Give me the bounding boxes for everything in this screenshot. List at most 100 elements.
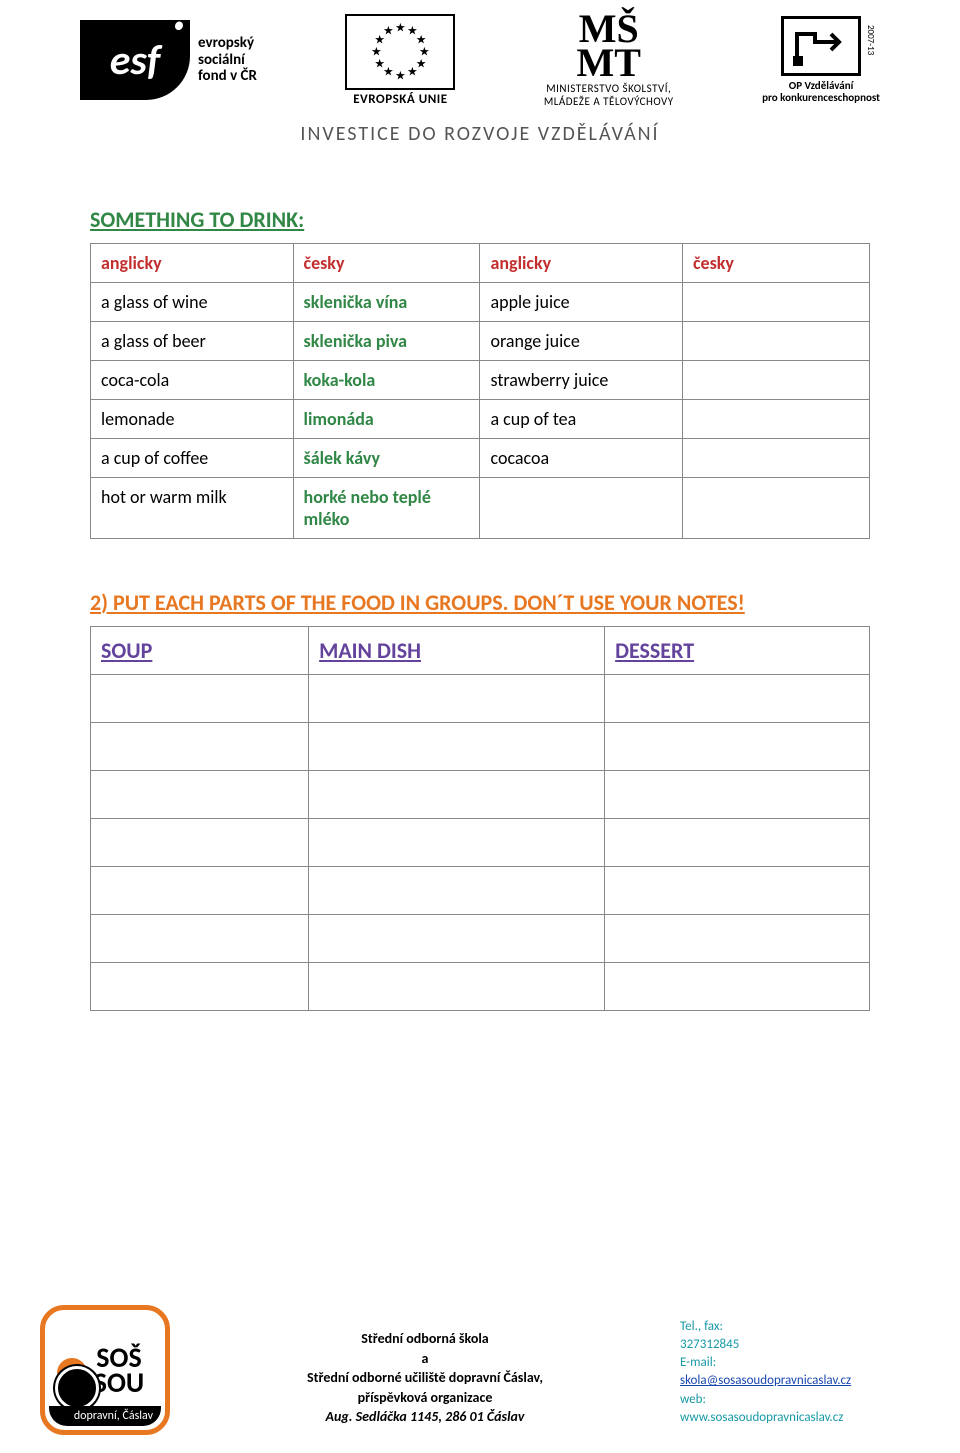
groups-cell xyxy=(605,963,870,1011)
groups-header: DESSERT xyxy=(605,627,870,675)
groups-cell xyxy=(605,675,870,723)
esf-logo-block: esf● evropský sociální fond v ČR xyxy=(80,20,257,100)
vocab-cell: horké nebo teplé mléko xyxy=(293,478,480,539)
groups-row xyxy=(91,963,870,1011)
footer-logo-bottom: SOU xyxy=(94,1365,144,1400)
footer-value: www.sosasoudopravnicaslav.cz xyxy=(680,1409,920,1427)
groups-cell xyxy=(605,723,870,771)
groups-row xyxy=(91,675,870,723)
vocab-cell xyxy=(683,322,870,361)
vocab-row: lemonadelimonádaa cup of tea xyxy=(91,400,870,439)
opvk-line2: pro konkurenceschopnost xyxy=(762,91,880,104)
groups-header: MAIN DISH xyxy=(309,627,605,675)
vocab-cell: a glass of beer xyxy=(91,322,294,361)
groups-cell xyxy=(309,675,605,723)
eu-label: EVROPSKÁ UNIE xyxy=(353,92,447,107)
vocab-row: a cup of coffeešálek kávycocacoa xyxy=(91,439,870,478)
section-title: SOMETHING TO DRINK: xyxy=(90,206,870,233)
groups-cell xyxy=(91,915,309,963)
vocab-header: anglicky xyxy=(480,244,683,283)
groups-row xyxy=(91,915,870,963)
header-tagline: INVESTICE DO ROZVOJE VZDĚLÁVÁNÍ xyxy=(0,122,960,146)
opvk-year: 2007-13 xyxy=(865,25,876,55)
vocab-row: a glass of winesklenička vínaapple juice xyxy=(91,283,870,322)
footer-link[interactable]: skola@sosasoudopravnicaslav.cz xyxy=(680,1373,851,1388)
footer-c1: Střední odborná škola xyxy=(361,1330,488,1347)
instruction-text: PUT EACH PARTS OF THE FOOD IN GROUPS. DO… xyxy=(113,589,745,616)
vocab-cell xyxy=(683,361,870,400)
footer-value: 327312845 xyxy=(680,1336,920,1354)
opvk-logo-block: 2007-13 OP Vzdělávání pro konkurencescho… xyxy=(762,16,880,104)
footer-c2: a xyxy=(422,1350,429,1367)
footer-label: Tel., fax: xyxy=(680,1319,723,1334)
groups-cell xyxy=(605,771,870,819)
eu-logo-block: ★★★★★★★★★★★★ EVROPSKÁ UNIE xyxy=(345,14,455,107)
vocab-cell: coca-cola xyxy=(91,361,294,400)
vocab-cell: šálek kávy xyxy=(293,439,480,478)
eu-flag-icon: ★★★★★★★★★★★★ xyxy=(345,14,455,90)
groups-cell xyxy=(91,723,309,771)
vocab-cell xyxy=(683,400,870,439)
vocab-cell: cocacoa xyxy=(480,439,683,478)
msmt-label: MINISTERSTVO ŠKOLSTVÍ, MLÁDEŽE A TĚLOVÝC… xyxy=(544,82,674,108)
esf-logo-icon: esf● xyxy=(80,20,190,100)
groups-cell xyxy=(91,771,309,819)
vocab-header: česky xyxy=(293,244,480,283)
footer-c4: příspěvková organizace xyxy=(358,1389,493,1406)
msmt-line1: MINISTERSTVO ŠKOLSTVÍ, xyxy=(546,82,671,95)
footer-right: Tel., fax: 327312845E-mail: skola@sosasoud… xyxy=(680,1318,920,1435)
groups-cell xyxy=(91,675,309,723)
footer-label: E-mail: xyxy=(680,1355,716,1370)
footer-label: web: xyxy=(680,1392,706,1407)
vocab-cell xyxy=(683,439,870,478)
vocab-header: česky xyxy=(683,244,870,283)
vocab-cell: limonáda xyxy=(293,400,480,439)
vocab-cell: lemonade xyxy=(91,400,294,439)
groups-cell xyxy=(309,819,605,867)
instruction: 2) PUT EACH PARTS OF THE FOOD IN GROUPS.… xyxy=(90,589,870,616)
vocab-cell: sklenička vína xyxy=(293,283,480,322)
vocab-cell: sklenička piva xyxy=(293,322,480,361)
footer-center: Střední odborná škola a Střední odborné … xyxy=(190,1329,660,1435)
footer: a SOŠ SOU dopravní, Čáslav Střední odbor… xyxy=(0,1305,960,1435)
vocab-cell: apple juice xyxy=(480,283,683,322)
groups-cell xyxy=(605,819,870,867)
groups-cell xyxy=(309,915,605,963)
footer-logo-strip: dopravní, Čáslav xyxy=(49,1406,161,1426)
groups-cell xyxy=(309,867,605,915)
opvk-line1: OP Vzdělávání xyxy=(789,79,854,92)
vocab-cell xyxy=(683,478,870,539)
groups-cell xyxy=(605,915,870,963)
opvk-logo-icon: 2007-13 xyxy=(781,16,861,76)
header-logos: esf● evropský sociální fond v ČR ★★★★★★★… xyxy=(0,0,960,112)
footer-school-logo: a SOŠ SOU dopravní, Čáslav xyxy=(40,1305,170,1435)
vocab-cell xyxy=(683,283,870,322)
groups-cell xyxy=(91,819,309,867)
groups-row xyxy=(91,723,870,771)
msmt-line2: MLÁDEŽE A TĚLOVÝCHOVY xyxy=(544,95,674,108)
groups-row xyxy=(91,867,870,915)
vocab-table: anglickyčeskyanglickyčeskya glass of win… xyxy=(90,243,870,539)
groups-header: SOUP xyxy=(91,627,309,675)
content: SOMETHING TO DRINK: anglickyčeskyanglick… xyxy=(0,206,960,1011)
footer-c5: Aug. Sedláčka 1145, 286 01 Čáslav xyxy=(326,1408,525,1425)
vocab-row: a glass of beersklenička pivaorange juic… xyxy=(91,322,870,361)
vocab-cell: a glass of wine xyxy=(91,283,294,322)
vocab-header: anglicky xyxy=(91,244,294,283)
wheel-icon xyxy=(55,1366,99,1410)
msmt-logo-icon: MŠMT xyxy=(577,12,641,80)
groups-table: SOUPMAIN DISHDESSERT xyxy=(90,626,870,1011)
vocab-cell xyxy=(480,478,683,539)
groups-cell xyxy=(309,723,605,771)
vocab-cell: a cup of coffee xyxy=(91,439,294,478)
groups-row xyxy=(91,771,870,819)
groups-cell xyxy=(605,867,870,915)
groups-cell xyxy=(309,963,605,1011)
vocab-cell: a cup of tea xyxy=(480,400,683,439)
vocab-row: coca-colakoka-kolastrawberry juice xyxy=(91,361,870,400)
footer-c3: Střední odborné učiliště dopravní Čáslav… xyxy=(307,1369,543,1386)
msmt-logo-block: MŠMT MINISTERSTVO ŠKOLSTVÍ, MLÁDEŽE A TĚ… xyxy=(544,12,674,108)
vocab-cell: strawberry juice xyxy=(480,361,683,400)
vocab-cell: orange juice xyxy=(480,322,683,361)
esf-line1: evropský xyxy=(198,34,254,52)
